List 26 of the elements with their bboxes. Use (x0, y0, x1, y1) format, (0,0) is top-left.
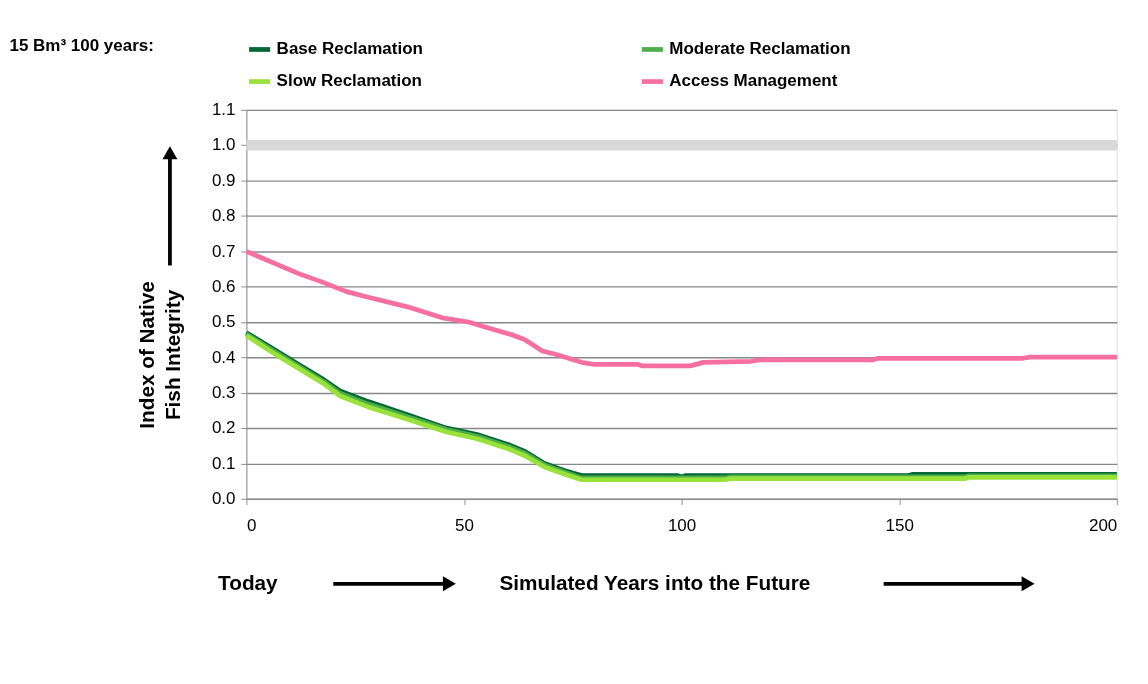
y-tick-label: 0.1 (211, 453, 236, 473)
x-tick-label: 150 (885, 516, 914, 536)
legend-label: Slow Reclamation (276, 71, 422, 91)
x-tick-label: 100 (667, 516, 697, 536)
x-tick-label: 50 (455, 516, 474, 536)
y-tick-label: 1.0 (211, 135, 236, 155)
line-series (244, 248, 1120, 369)
y-tick-label: 0.3 (211, 382, 236, 402)
x-tick-label: 0 (246, 516, 257, 536)
text: Today (218, 571, 279, 595)
y-tick-label: 0.2 (211, 418, 236, 438)
y-tick-label: 1.1 (211, 100, 236, 120)
y-tick-label: 0.7 (211, 241, 236, 261)
x-axis-title: Simulated Years into the Future (499, 571, 811, 595)
text: 15 Bm³ 100 years: (9, 36, 154, 56)
legend-label: Access Management (669, 71, 838, 91)
y-axis-title: Index of Native Fish Integrity (134, 281, 185, 429)
y-tick-label: 0.9 (211, 170, 236, 190)
legend-label: Moderate Reclamation (669, 39, 851, 59)
y-tick-label: 0.8 (211, 206, 236, 226)
y-tick-label: 0.6 (211, 276, 236, 296)
y-tick-label: 0.5 (211, 312, 236, 332)
legend-label: Base Reclamation (276, 39, 423, 59)
y-tick-label: 0.4 (211, 347, 236, 367)
y-tick-label: 0.0 (211, 489, 236, 509)
x-tick-label: 200 (1088, 516, 1118, 536)
